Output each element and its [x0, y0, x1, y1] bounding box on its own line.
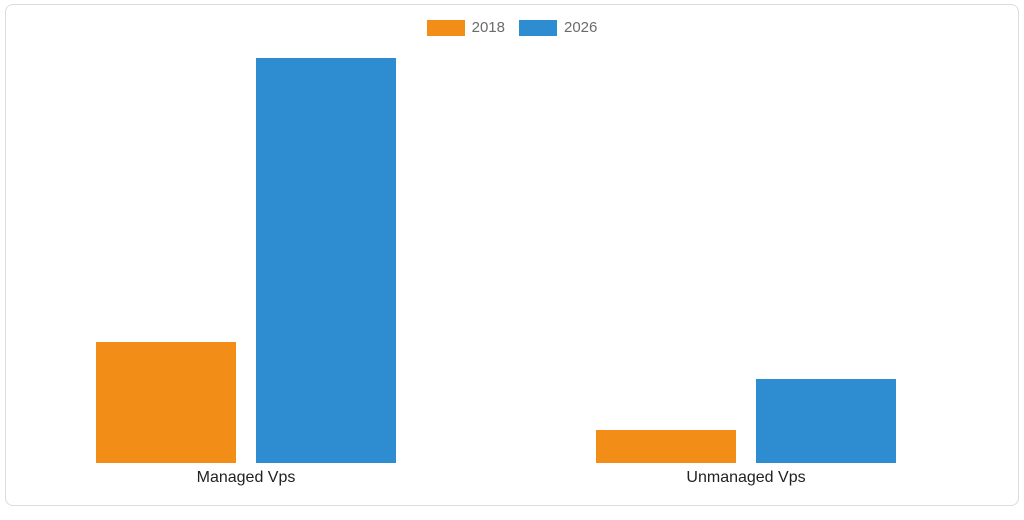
bar-managed-2026 — [256, 58, 396, 463]
x-label-unmanaged: Unmanaged Vps — [686, 469, 805, 487]
bar-unmanaged-2026 — [756, 379, 896, 463]
legend-swatch-2026 — [519, 20, 557, 36]
legend-label-2026: 2026 — [564, 19, 597, 36]
x-axis: Managed Vps Unmanaged Vps — [36, 469, 988, 493]
plot-area — [36, 45, 988, 463]
chart-container: 2018 2026 Managed Vps Unmanaged Vps — [5, 4, 1019, 506]
legend: 2018 2026 — [6, 19, 1018, 36]
bar-managed-2018 — [96, 342, 236, 463]
x-label-managed: Managed Vps — [197, 469, 296, 487]
legend-swatch-2018 — [427, 20, 465, 36]
bar-group-unmanaged — [596, 45, 896, 463]
legend-item-2018: 2018 — [427, 19, 505, 36]
legend-item-2026: 2026 — [519, 19, 597, 36]
bar-unmanaged-2018 — [596, 430, 736, 463]
legend-label-2018: 2018 — [472, 19, 505, 36]
bar-group-managed — [96, 45, 396, 463]
